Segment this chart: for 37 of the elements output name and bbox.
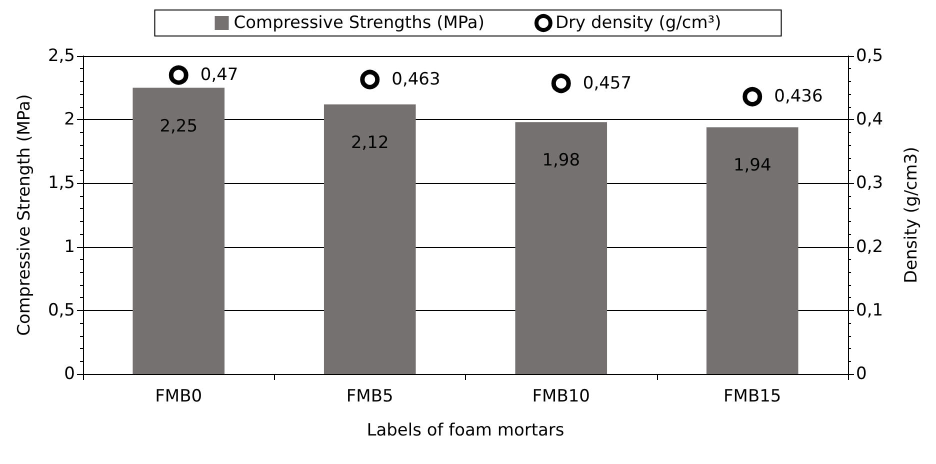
legend-label: Dry density (g/cm³) bbox=[555, 13, 722, 33]
x-axis-title: Labels of foam mortars bbox=[366, 420, 564, 440]
y-tick-label: 2 bbox=[64, 110, 75, 130]
data-label: 1,98 bbox=[542, 150, 580, 171]
data-label: 0,463 bbox=[392, 70, 440, 90]
y-tick-label: 1 bbox=[64, 236, 75, 257]
x-tick-label: FMB5 bbox=[346, 386, 394, 406]
x-tick-label: FMB15 bbox=[724, 386, 782, 406]
point bbox=[360, 70, 380, 90]
y2-tick-label: 0 bbox=[856, 364, 867, 384]
point bbox=[168, 65, 188, 85]
y-tick-label: 1,5 bbox=[48, 173, 75, 194]
point bbox=[551, 74, 571, 94]
y-tick-label: 2,5 bbox=[48, 46, 75, 66]
y-tick-label: 0,5 bbox=[48, 300, 75, 320]
bar bbox=[515, 122, 608, 374]
y2-tick-label: 0,2 bbox=[856, 236, 884, 257]
bar bbox=[132, 88, 225, 374]
x-tick-label: FMB10 bbox=[532, 386, 590, 406]
y-tick-label: 0 bbox=[64, 364, 75, 384]
y2-tick-label: 0,4 bbox=[856, 110, 884, 130]
y2-tick-label: 0,1 bbox=[856, 300, 884, 320]
bar bbox=[706, 127, 798, 374]
data-label: 0,47 bbox=[200, 65, 238, 86]
y2-tick-label: 0,5 bbox=[856, 46, 884, 66]
legend-label: Compressive Strengths (MPa) bbox=[234, 13, 484, 33]
point bbox=[742, 86, 762, 106]
data-label: 0,457 bbox=[582, 73, 632, 94]
bar bbox=[324, 104, 416, 374]
x-tick-label: FMB0 bbox=[155, 386, 202, 406]
y2-tick-label: 0,3 bbox=[856, 173, 884, 194]
data-label: 1,94 bbox=[733, 156, 772, 176]
data-label: 2,25 bbox=[160, 116, 198, 136]
y-axis-title: Compressive Strength (MPa) bbox=[14, 94, 34, 336]
data-label: 2,12 bbox=[350, 132, 389, 153]
data-label: 0,436 bbox=[774, 86, 823, 107]
y2-axis-title: Density (g/cm3) bbox=[902, 146, 922, 284]
